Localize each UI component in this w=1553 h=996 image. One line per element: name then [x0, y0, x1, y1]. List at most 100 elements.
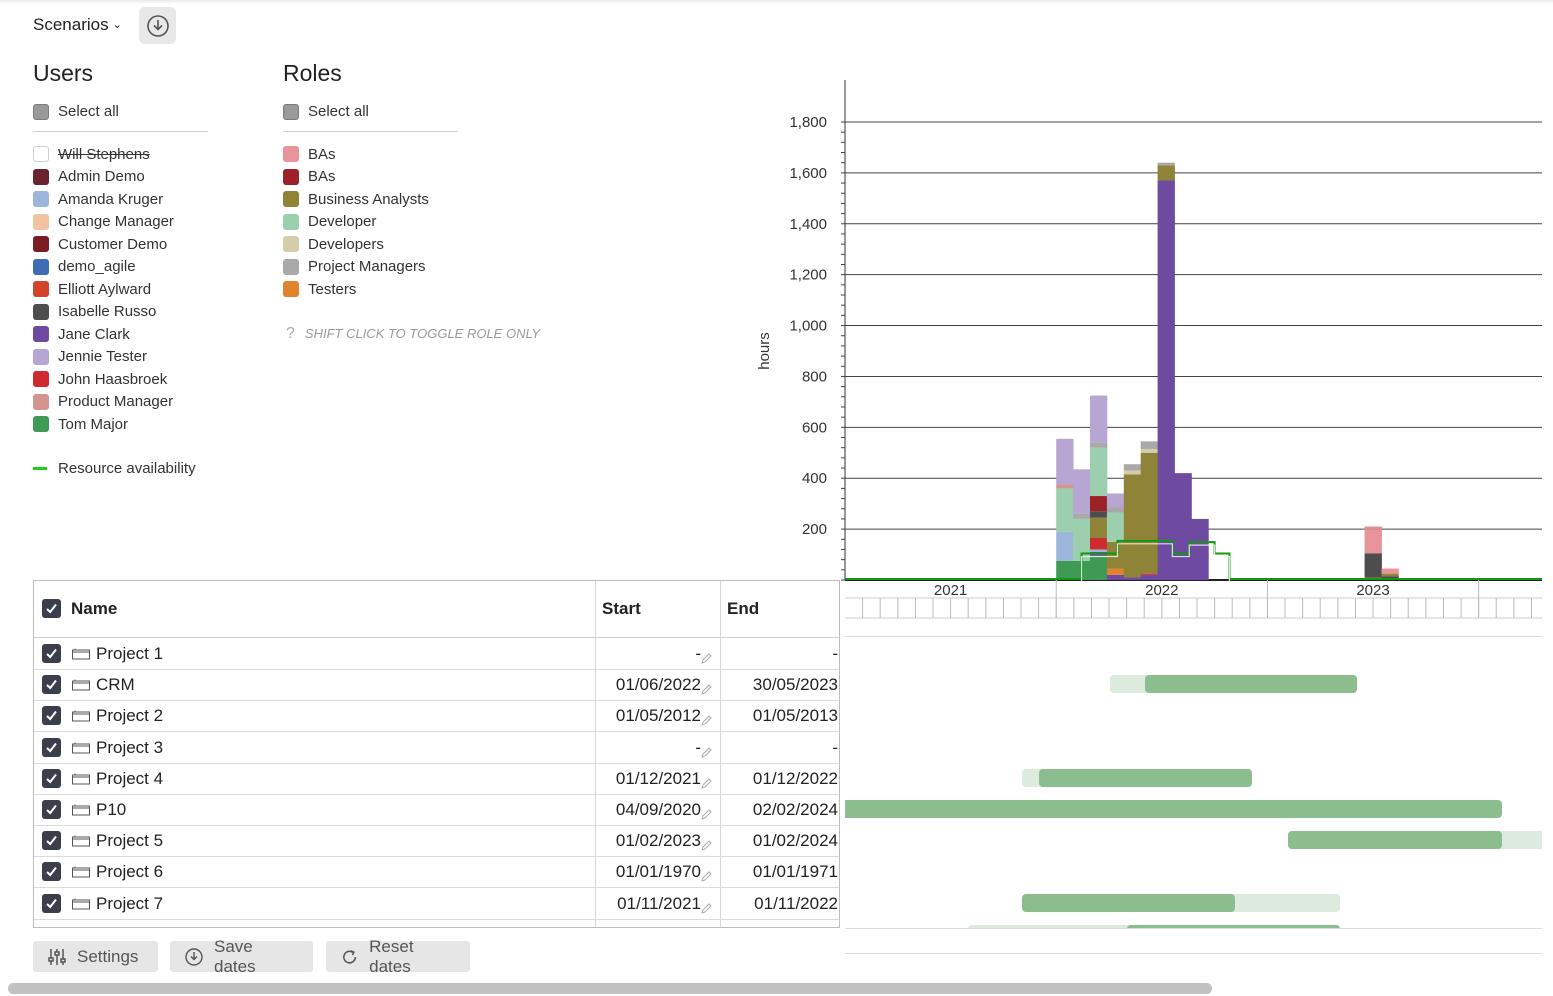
row-checkbox[interactable] — [42, 893, 61, 913]
row-end-date[interactable]: 01/12/2022 — [752, 768, 838, 788]
row-end-date[interactable]: 01/01/1971 — [752, 862, 838, 882]
gantt-bar-next[interactable] — [1127, 925, 1340, 928]
users-legend-item[interactable]: Isabelle Russo — [33, 303, 156, 321]
timeline-axis[interactable]: 2021 2022 2023 — [845, 580, 1545, 620]
row-start-date[interactable]: 01/06/2022 — [615, 675, 701, 695]
row-end-date[interactable]: 01/11/2022 — [754, 893, 838, 913]
table-row[interactable]: P10 04/09/2020 02/02/2024 — [34, 794, 839, 826]
row-checkbox[interactable] — [42, 706, 61, 726]
edit-pencil-icon[interactable] — [700, 870, 713, 883]
row-name[interactable]: Project 7 — [72, 894, 163, 914]
roles-legend-item[interactable]: BAs — [283, 168, 336, 186]
row-name[interactable]: Project 1 — [72, 644, 163, 664]
table-row[interactable]: CRM 01/06/2022 30/05/2023 — [34, 669, 839, 702]
column-divider[interactable] — [595, 581, 596, 927]
users-select-all[interactable]: Select all — [33, 103, 119, 120]
edit-pencil-icon[interactable] — [700, 746, 713, 759]
users-legend-item[interactable]: Elliott Aylward — [33, 280, 151, 298]
users-legend-item[interactable]: Tom Major — [33, 415, 128, 433]
row-name[interactable]: P10 — [72, 800, 126, 820]
row-end-date[interactable]: 30/05/2023 — [752, 675, 838, 695]
end-column-header[interactable]: End — [727, 599, 760, 618]
row-name[interactable]: Project 4 — [72, 769, 163, 789]
row-checkbox[interactable] — [42, 800, 61, 819]
row-end-date[interactable]: - — [832, 644, 838, 663]
users-legend-item[interactable]: Amanda Kruger — [33, 190, 163, 208]
row-name[interactable]: CRM — [72, 675, 135, 695]
row-start-date[interactable]: 01/01/1970 — [615, 862, 701, 882]
users-legend-item[interactable]: Product Manager — [33, 393, 173, 411]
histogram-bar-segment — [1106, 541, 1125, 569]
gantt-bar-project-7[interactable] — [1022, 894, 1235, 912]
row-checkbox[interactable] — [42, 675, 61, 695]
row-end-date[interactable]: - — [832, 737, 838, 757]
gantt-bar-crm[interactable] — [1145, 675, 1357, 693]
row-start-date[interactable]: - — [695, 644, 701, 663]
row-end-date[interactable]: 01/05/2013 — [752, 706, 838, 726]
roles-legend-item[interactable]: Testers — [283, 280, 356, 298]
row-start-date[interactable]: 01/11/2021 — [617, 893, 701, 913]
table-row[interactable]: Project 4 01/12/2021 01/12/2022 — [34, 763, 839, 795]
table-row[interactable]: Project 7 01/11/2021 01/11/2022 — [34, 888, 839, 920]
table-row[interactable]: Project 6 01/01/1970 01/01/1971 — [34, 856, 839, 889]
column-divider[interactable] — [720, 581, 721, 927]
users-legend-item[interactable]: Admin Demo — [33, 168, 145, 186]
legend-label: Jennie Tester — [58, 348, 147, 365]
edit-pencil-icon[interactable] — [700, 683, 713, 696]
row-start-date[interactable]: 01/12/2021 — [615, 768, 701, 788]
save-dates-button[interactable]: Save dates — [170, 937, 313, 976]
users-legend-item[interactable]: Customer Demo — [33, 235, 167, 253]
row-checkbox[interactable] — [42, 862, 61, 882]
table-row[interactable]: Project 2 01/05/2012 01/05/2013 — [34, 700, 839, 733]
legend-label: Change Manager — [58, 213, 174, 230]
users-legend-item[interactable]: Change Manager — [33, 213, 174, 231]
legend-label: Amanda Kruger — [58, 190, 164, 208]
row-checkbox[interactable] — [42, 831, 61, 851]
users-legend-item[interactable]: Jennie Tester — [33, 348, 147, 366]
name-column-header[interactable]: Name — [71, 599, 118, 618]
row-end-date[interactable]: 01/02/2024 — [752, 831, 838, 851]
table-row[interactable]: Project 1 - - — [34, 638, 839, 670]
roles-legend-item[interactable]: Project Managers — [283, 258, 426, 276]
table-row[interactable]: Project 3 - - — [34, 732, 839, 764]
row-start-date[interactable]: 01/05/2012 — [615, 706, 701, 726]
row-checkbox[interactable] — [42, 737, 61, 757]
select-all-checkbox[interactable] — [42, 599, 61, 618]
roles-legend-item[interactable]: Developer — [283, 213, 376, 231]
settings-button[interactable]: Settings — [33, 941, 158, 972]
edit-pencil-icon[interactable] — [700, 777, 713, 790]
row-name[interactable]: Project 2 — [72, 706, 163, 726]
horizontal-scrollbar[interactable] — [8, 983, 1212, 994]
roles-select-all[interactable]: Select all — [283, 103, 369, 120]
start-column-header[interactable]: Start — [602, 599, 641, 618]
gantt-bar-project-5[interactable] — [1288, 831, 1502, 849]
resource-availability-legend[interactable]: Resource availability — [33, 460, 196, 477]
row-name[interactable]: Project 5 — [72, 831, 163, 851]
edit-pencil-icon[interactable] — [700, 902, 713, 915]
edit-pencil-icon[interactable] — [700, 808, 713, 821]
row-checkbox[interactable] — [42, 644, 61, 663]
roles-legend-item[interactable]: Business Analysts — [283, 190, 429, 208]
roles-legend-item[interactable]: Developers — [283, 235, 384, 253]
row-start-date[interactable]: 01/02/2023 — [615, 831, 701, 851]
row-start-date[interactable]: - — [695, 737, 701, 757]
users-legend-item[interactable]: John Haasbroek — [33, 370, 167, 388]
users-legend-item[interactable]: Jane Clark — [33, 325, 130, 343]
users-legend-item[interactable]: demo_agile — [33, 258, 136, 276]
row-checkbox[interactable] — [42, 768, 61, 788]
edit-pencil-icon[interactable] — [700, 714, 713, 727]
roles-legend-item[interactable]: BAs — [283, 145, 336, 163]
row-name[interactable]: Project 3 — [72, 738, 163, 758]
gantt-bar-p10[interactable] — [845, 800, 1502, 818]
row-end-date[interactable]: 02/02/2024 — [752, 800, 838, 819]
table-row[interactable]: Project 5 01/02/2023 01/02/2024 — [34, 825, 839, 858]
download-button[interactable] — [139, 7, 176, 44]
row-name[interactable]: Project 6 — [72, 862, 163, 882]
users-legend-item[interactable]: Will Stephens — [33, 145, 150, 163]
edit-pencil-icon[interactable] — [700, 839, 713, 852]
gantt-bar-project-4[interactable] — [1039, 769, 1252, 787]
scenarios-dropdown[interactable]: Scenarios ⌄ — [33, 15, 122, 35]
row-start-date[interactable]: 04/09/2020 — [615, 800, 701, 819]
edit-pencil-icon[interactable] — [700, 652, 713, 665]
reset-dates-button[interactable]: Reset dates — [326, 937, 470, 976]
